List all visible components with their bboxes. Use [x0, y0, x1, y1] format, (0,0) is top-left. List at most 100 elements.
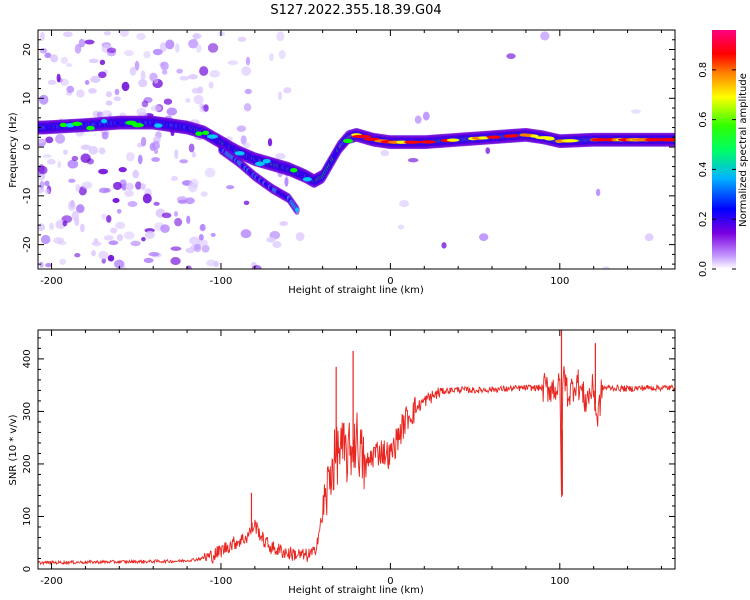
spectrogram-y-label: Frequency (Hz)	[8, 112, 19, 188]
heatmap-cell	[540, 31, 550, 41]
heatmap-cell	[98, 168, 109, 175]
heatmap-cell	[113, 181, 122, 190]
heatmap-cell	[132, 169, 139, 179]
heatmap-cell	[38, 139, 46, 144]
heatmap-cell	[240, 229, 252, 239]
heatmap-cell	[134, 60, 140, 71]
heatmap-cell	[98, 187, 110, 194]
heatmap-cell	[137, 154, 143, 165]
x-tick-label: -100	[210, 276, 233, 287]
heatmap-cell	[141, 100, 149, 108]
heatmap-cell	[166, 107, 178, 116]
heatmap-cell	[98, 71, 107, 79]
heatmap-cell	[191, 151, 197, 158]
y-tick-label: 300	[22, 402, 33, 421]
heatmap-cell	[160, 224, 170, 233]
heatmap-cell	[275, 152, 286, 160]
heatmap-cell	[173, 211, 179, 217]
heatmap-cell	[213, 260, 220, 268]
heatmap-cell	[262, 158, 271, 164]
heatmap-cell	[50, 54, 59, 63]
heatmap-cell	[176, 68, 183, 74]
x-tick-label: 0	[387, 576, 393, 587]
heatmap-cell	[78, 38, 86, 48]
heatmap-cell	[170, 175, 178, 182]
heatmap-cell	[509, 134, 519, 138]
heatmap-cell	[141, 237, 146, 242]
heatmap-cell	[113, 96, 121, 102]
heatmap-cell	[277, 91, 283, 101]
heatmap-cell	[88, 58, 99, 64]
heatmap-cell	[204, 167, 216, 178]
heatmap-cell	[56, 73, 61, 83]
heatmap-cell	[441, 242, 447, 249]
y-tick-label: 0	[22, 144, 33, 150]
heatmap-cell	[74, 43, 82, 54]
x-tick-label: -100	[210, 576, 233, 587]
heatmap-cell	[150, 105, 162, 112]
heatmap-cell	[65, 63, 73, 68]
heatmap-cell	[143, 257, 154, 264]
heatmap-cell	[39, 31, 45, 42]
heatmap-cell	[201, 244, 210, 253]
colorbar-label: Normalized spectral amplitude	[738, 73, 749, 227]
y-tick-label: 10	[22, 92, 33, 105]
heatmap-cell	[407, 157, 419, 163]
heatmap-cell	[39, 261, 44, 268]
heatmap-cell	[244, 88, 252, 95]
heatmap-cell	[62, 220, 68, 227]
heatmap-cell	[177, 199, 188, 204]
heatmap-cell	[39, 47, 48, 54]
heatmap-cell	[202, 130, 210, 136]
heatmap-cell	[80, 153, 91, 164]
heatmap-cell	[119, 30, 129, 38]
heatmap-cell	[245, 56, 251, 66]
heatmap-cell	[188, 39, 199, 49]
heatmap-cell	[59, 258, 67, 265]
heatmap-cell	[38, 223, 45, 232]
heatmap-cell	[242, 142, 251, 149]
heatmap-cell	[446, 138, 460, 142]
heatmap-cell	[121, 183, 127, 191]
heatmap-cell	[79, 223, 85, 233]
heatmap-cell	[123, 231, 135, 240]
heatmap-cell	[352, 134, 372, 138]
heatmap-cell	[103, 235, 114, 241]
snr-panel: -200 -100 0 100 0 100 200 300 400 Height of stra…	[8, 329, 676, 596]
heatmap-cell	[132, 122, 144, 128]
heatmap-cell	[198, 233, 204, 241]
heatmap-cell	[199, 223, 206, 232]
heatmap-cell	[105, 100, 113, 106]
heatmap-cell	[124, 50, 134, 57]
heatmap-cell	[284, 176, 289, 187]
heatmap-cell	[75, 204, 85, 214]
heatmap-cell	[86, 125, 95, 131]
heatmap-cell	[118, 166, 127, 173]
heatmap-cell	[84, 39, 95, 45]
x-tick-label: 100	[550, 576, 569, 587]
y-tick-label: 400	[22, 349, 33, 368]
colorbar-tick-label: 0.8	[698, 62, 709, 78]
heatmap-cell	[278, 50, 286, 60]
heatmap-cell	[193, 32, 199, 41]
heatmap-cell	[203, 104, 209, 112]
colorbar-tick-label: 0.2	[698, 211, 709, 227]
heatmap-cell	[88, 145, 99, 155]
heatmap-cell	[630, 109, 641, 114]
heatmap-cell	[191, 87, 202, 94]
heatmap-cell	[130, 240, 141, 247]
y-tick-label: 0	[22, 566, 33, 572]
heatmap-cell	[506, 53, 516, 60]
heatmap-cell	[185, 98, 191, 103]
heatmap-cell	[479, 233, 489, 242]
heatmap-cell	[251, 265, 262, 269]
heatmap-cell	[81, 181, 93, 189]
heatmap-cell	[279, 221, 288, 226]
heatmap-cell	[210, 232, 216, 237]
y-tick-label: -20	[22, 236, 33, 252]
heatmap-cell	[644, 233, 654, 242]
heatmap-cell	[170, 246, 182, 251]
heatmap-cell	[84, 80, 90, 85]
